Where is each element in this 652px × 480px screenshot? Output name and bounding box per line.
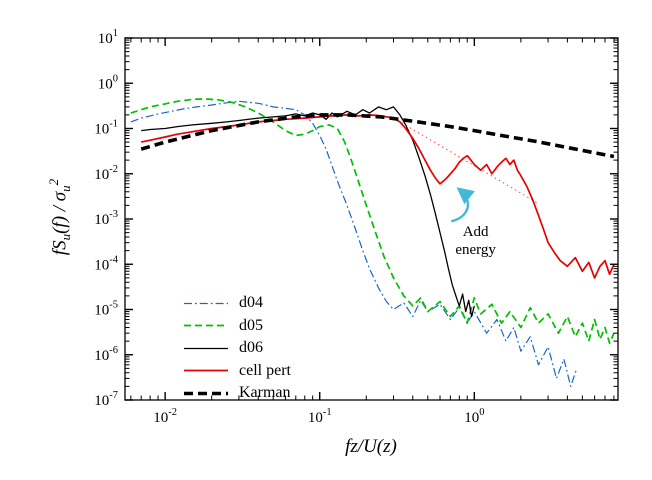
annotation-line-1: Add	[462, 224, 489, 241]
legend-label: d06	[239, 339, 263, 357]
annotation-add-energy: Add energy	[455, 223, 496, 259]
svg-text:10-6: 10-6	[94, 345, 118, 364]
legend: d04 d05 d06 cell pert Karman	[182, 292, 291, 405]
legend-line-d05	[184, 324, 228, 327]
annotation-line-2: energy	[455, 242, 496, 259]
svg-text:10-5: 10-5	[94, 300, 118, 319]
legend-item-cell-pert: cell pert	[182, 360, 291, 383]
legend-label: Karman	[239, 384, 291, 402]
x-axis-label: fz/U(z)	[345, 436, 397, 457]
svg-text:101: 101	[98, 28, 118, 47]
legend-label: cell pert	[239, 361, 291, 379]
svg-text:10-1: 10-1	[94, 119, 118, 138]
svg-text:10-4: 10-4	[94, 254, 118, 273]
svg-text:100: 100	[98, 73, 118, 92]
svg-text:10-1: 10-1	[308, 407, 332, 426]
series-layer	[130, 98, 615, 387]
legend-line-karman	[184, 391, 228, 396]
svg-text:10-2: 10-2	[153, 407, 177, 426]
legend-label: d04	[239, 294, 263, 312]
svg-text:10-3: 10-3	[94, 209, 118, 228]
y-axis-label: fSu(f) / σu2	[45, 178, 74, 256]
legend-item-d06: d06	[182, 337, 291, 360]
legend-item-d04: d04	[182, 292, 291, 315]
legend-item-karman: Karman	[182, 382, 291, 405]
svg-text:10-7: 10-7	[94, 390, 118, 409]
svg-text:10-2: 10-2	[94, 164, 118, 183]
svg-text:100: 100	[464, 407, 484, 426]
legend-item-d05: d05	[182, 315, 291, 338]
legend-label: d05	[239, 316, 263, 334]
legend-line-cell-pert	[184, 369, 228, 372]
legend-line-d04	[184, 302, 228, 304]
legend-line-d06	[184, 347, 228, 349]
